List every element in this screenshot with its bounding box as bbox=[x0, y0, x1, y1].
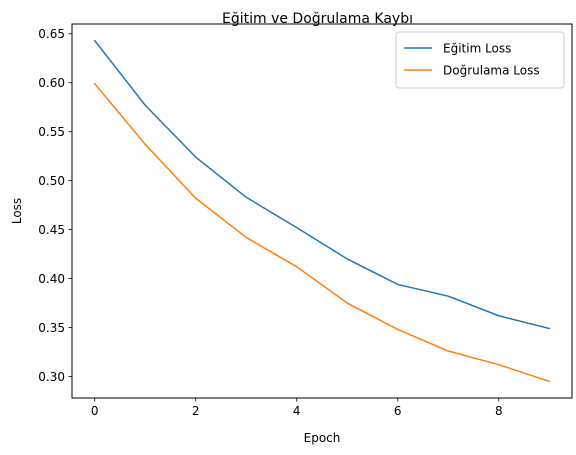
legend-label-0: Eğitim Loss bbox=[443, 41, 511, 55]
x-axis-ticks: 0 2 4 6 8 bbox=[91, 398, 503, 418]
y-tick-label: 0.35 bbox=[38, 321, 65, 335]
y-tick-label: 0.50 bbox=[38, 174, 65, 188]
legend-label-1: Doğrulama Loss bbox=[443, 63, 540, 77]
y-axis-label: Loss bbox=[10, 198, 24, 224]
series-line-0 bbox=[93, 39, 551, 330]
plot-frame bbox=[71, 23, 573, 399]
y-tick-label: 0.30 bbox=[38, 370, 65, 384]
legend: Eğitim Loss Doğrulama Loss bbox=[395, 31, 565, 89]
series-lines bbox=[93, 39, 551, 383]
y-tick-label: 0.60 bbox=[38, 76, 65, 90]
y-tick-label: 0.40 bbox=[38, 272, 65, 286]
series-line-1 bbox=[93, 82, 551, 383]
y-tick-label: 0.65 bbox=[38, 27, 65, 41]
x-tick-label: 8 bbox=[495, 404, 503, 418]
plot-area: 0 2 4 6 8 0.30 0.35 0.40 0.45 0.50 0.55 0.60 0.65 bbox=[38, 23, 573, 418]
legend-frame bbox=[395, 31, 565, 89]
chart-title: Eğitim ve Doğrulama Kaybı bbox=[222, 11, 413, 27]
y-tick-label: 0.55 bbox=[38, 125, 65, 139]
x-tick-label: 6 bbox=[394, 404, 402, 418]
x-axis-label: Epoch bbox=[304, 431, 341, 445]
y-tick-label: 0.45 bbox=[38, 223, 65, 237]
x-tick-label: 4 bbox=[293, 404, 301, 418]
x-tick-label: 2 bbox=[192, 404, 200, 418]
y-axis-ticks: 0.30 0.35 0.40 0.45 0.50 0.55 0.60 0.65 bbox=[38, 27, 72, 384]
x-tick-label: 0 bbox=[91, 404, 99, 418]
